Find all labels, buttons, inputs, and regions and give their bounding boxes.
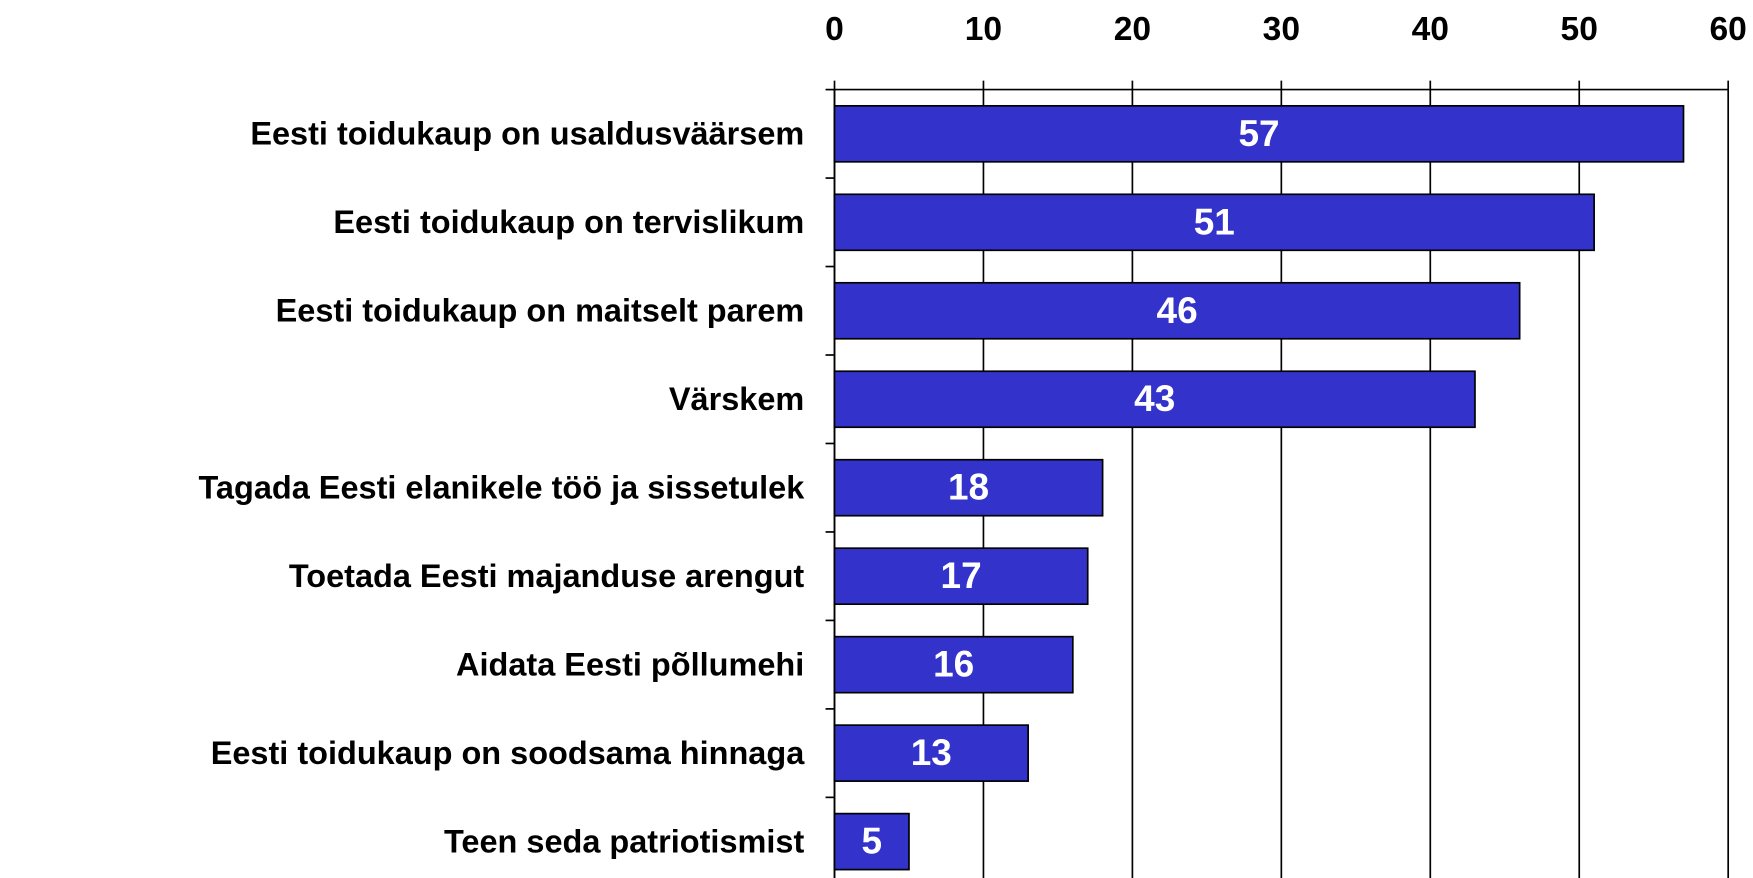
data-label: 13	[911, 732, 952, 773]
bar	[833, 812, 910, 871]
bar	[833, 724, 1029, 782]
data-label: 43	[1134, 378, 1175, 419]
bar	[833, 281, 1521, 340]
x-tick-label: 20	[1114, 11, 1151, 48]
x-tick-label: 0	[825, 11, 844, 48]
bar	[833, 458, 1104, 517]
x-tick-label: 60	[1710, 11, 1747, 48]
data-label: 51	[1194, 201, 1235, 242]
y-tick-label: Teen seda patriotismist	[444, 823, 804, 859]
data-label: 57	[1238, 113, 1279, 154]
bar	[833, 193, 1595, 252]
data-label: 17	[941, 555, 982, 596]
y-tick-label: Eesti toidukaup on tervislikum	[333, 204, 804, 240]
y-tick-label: Toetada Eesti majanduse arengut	[289, 558, 805, 594]
y-tick-label: Värskem	[669, 381, 804, 417]
bar	[833, 635, 1074, 694]
data-label: 18	[948, 467, 989, 508]
bar	[833, 370, 1476, 429]
x-tick-label: 10	[965, 11, 1002, 48]
y-tick-label: Eesti toidukaup on maitselt parem	[276, 293, 805, 329]
y-tick-label: Tagada Eesti elanikele töö ja sissetulek	[199, 470, 806, 506]
bar	[833, 104, 1685, 163]
y-tick-label: Eesti toidukaup on usaldusväärsem	[250, 116, 804, 152]
x-tick-label: 40	[1412, 11, 1449, 48]
data-label: 16	[933, 644, 974, 685]
bar	[833, 547, 1089, 606]
x-tick-label: 50	[1561, 11, 1598, 48]
y-tick-label: Eesti toidukaup on soodsama hinnaga	[211, 735, 805, 771]
y-tick-label: Aidata Eesti põllumehi	[456, 646, 804, 682]
x-tick-label: 30	[1263, 11, 1300, 48]
data-label: 46	[1157, 290, 1198, 331]
data-label: 5	[861, 821, 882, 862]
